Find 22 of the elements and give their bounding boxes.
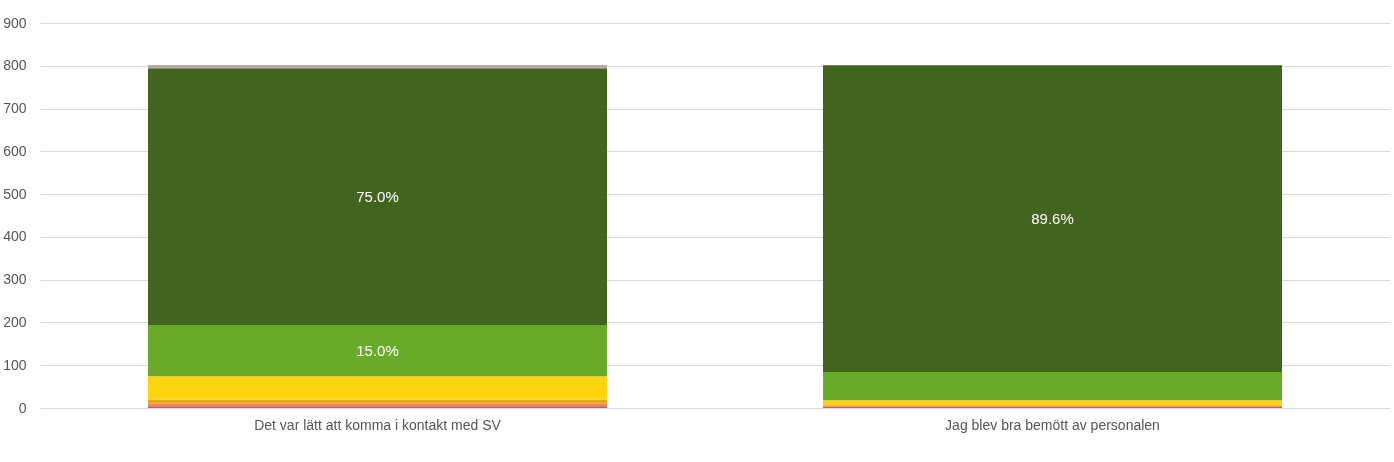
bar: [148, 376, 607, 400]
y-tick-label: 400: [3, 228, 27, 245]
bar: [823, 65, 1282, 373]
annotation: 89.6%: [1031, 209, 1074, 227]
bar: [823, 372, 1282, 401]
y-tick-label: 300: [3, 271, 27, 288]
bar: [148, 325, 607, 377]
y-tick-label: 900: [3, 14, 27, 31]
y-tick-label: 200: [3, 313, 27, 330]
annotation: 75.0%: [356, 187, 399, 205]
y-tick-label: 600: [3, 142, 27, 159]
bar: [823, 400, 1282, 406]
y-tick-label: 800: [3, 57, 27, 74]
bar: [148, 68, 607, 326]
y-tick-label: 500: [3, 185, 27, 202]
y-tick-label: 100: [3, 356, 27, 373]
y-tick-label: 700: [3, 100, 27, 117]
x-tick-label: Det var lätt att komma i kontakt med SV: [254, 416, 502, 433]
annotation: 15.0%: [356, 341, 399, 359]
x-tick-label: Jag blev bra bemött av personalen: [945, 416, 1160, 433]
y-tick-label: 0: [18, 399, 27, 416]
bar: [148, 399, 607, 404]
